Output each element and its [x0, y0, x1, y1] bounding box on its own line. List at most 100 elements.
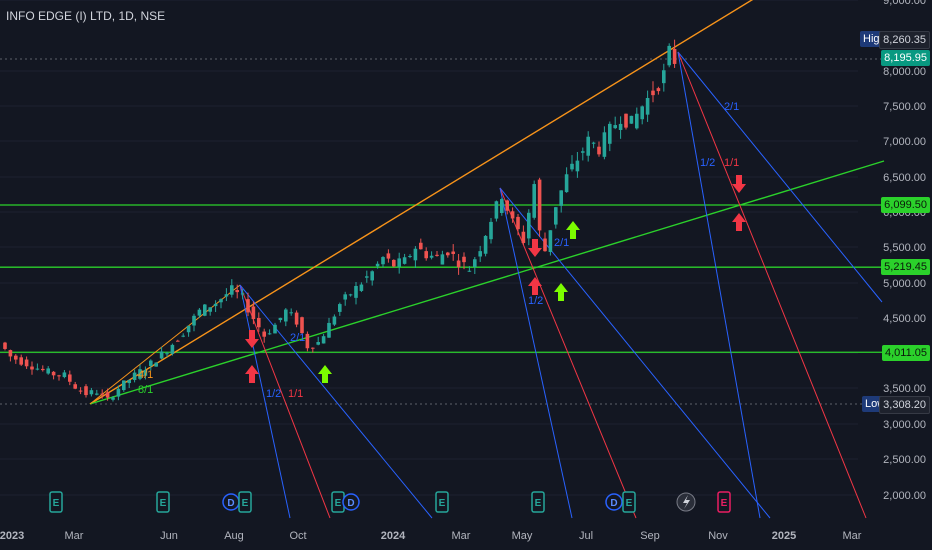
candle-body — [95, 393, 99, 395]
split-marker[interactable] — [676, 492, 696, 512]
candle-body — [635, 113, 639, 129]
candle-body — [35, 368, 40, 370]
candle-body — [446, 252, 450, 256]
candle-body — [327, 322, 331, 338]
fan-label: 2/1 — [724, 101, 739, 113]
candle-body — [84, 386, 88, 396]
candle-body — [381, 257, 385, 265]
lightning-glyph — [683, 495, 690, 509]
candle-body — [602, 132, 607, 157]
event-marker-earnings[interactable]: E — [238, 491, 252, 513]
price-axis[interactable]: 2,000.002,500.003,000.003,500.004,000.00… — [883, 0, 926, 502]
candle-body — [224, 294, 229, 297]
candle-body — [143, 370, 148, 376]
fan-label: 1/2 — [266, 388, 281, 400]
event-marker-earnings[interactable]: E — [622, 491, 636, 513]
signal-arrow-up — [732, 213, 746, 231]
y-tick-label: 4,500.00 — [883, 313, 926, 325]
event-marker-dividend[interactable]: D — [605, 493, 623, 511]
x-tick-label: Jul — [579, 530, 593, 542]
x-tick-label: May — [512, 530, 533, 542]
event-marker-earnings[interactable]: E — [156, 491, 170, 513]
candle-body — [370, 271, 374, 281]
candle-body — [122, 380, 126, 391]
fan-ray-1-2[interactable] — [499, 187, 573, 519]
fan-ray-1-1[interactable] — [499, 187, 637, 519]
event-marker-letter: E — [53, 498, 60, 509]
candle-body — [354, 285, 358, 298]
candle-body — [46, 368, 50, 374]
fan-ray-2-1[interactable] — [677, 51, 867, 519]
fan-label: 1/2 — [700, 157, 715, 169]
candle-body — [116, 388, 121, 397]
dividend-icon — [605, 493, 623, 511]
candle-body — [359, 284, 364, 291]
candle-body — [311, 347, 315, 349]
candle-body — [505, 200, 509, 211]
event-marker-earnings[interactable]: E — [435, 491, 449, 513]
event-marker-letter: E — [626, 498, 633, 509]
candle-body — [564, 174, 569, 193]
event-marker-dividend[interactable]: D — [222, 493, 240, 511]
candle-body — [208, 307, 212, 312]
x-tick-label: 2025 — [772, 530, 796, 542]
candle-body — [89, 390, 94, 395]
candle-body — [645, 97, 650, 115]
candles — [3, 39, 677, 402]
x-tick-label: Mar — [452, 530, 471, 542]
candle-body — [413, 248, 418, 261]
candle-body — [467, 270, 472, 272]
event-marker-earnings[interactable]: E — [49, 491, 63, 513]
x-tick-label: Jun — [160, 530, 178, 542]
fan-ray-0-1[interactable] — [239, 284, 331, 519]
event-marker-letter: E — [721, 498, 728, 509]
horizontal-levels[interactable] — [0, 58, 884, 405]
earnings-icon — [156, 491, 170, 513]
dividend-icon — [342, 493, 360, 511]
candle-body — [235, 290, 239, 293]
candle-body — [451, 251, 455, 254]
level-tag-1: 6,099.50 — [881, 197, 930, 213]
fan-ray-0-2[interactable] — [239, 284, 291, 519]
signal-arrow-up — [554, 283, 568, 301]
fan-label: 8/1 — [138, 384, 153, 396]
candle-body — [548, 230, 553, 253]
event-marker-earnings[interactable]: E — [717, 491, 731, 513]
level-tag-2: 5,219.45 — [881, 259, 930, 275]
y-tick-label: 6,500.00 — [883, 172, 926, 184]
x-tick-label: 2024 — [381, 530, 406, 542]
y-tick-label: 5,500.00 — [883, 242, 926, 254]
candle-body — [62, 372, 67, 378]
y-tick-label: 3,500.00 — [883, 383, 926, 395]
high-value: 8,260.35 — [879, 31, 930, 49]
low-value: 3,308.20 — [879, 396, 930, 414]
candle-body — [672, 48, 677, 64]
symbol-title[interactable]: INFO EDGE (I) LTD, 1D, NSE — [6, 9, 166, 23]
candle-body — [41, 368, 45, 371]
candle-body — [8, 350, 13, 357]
event-marker-earnings[interactable]: E — [531, 491, 545, 513]
candle-body — [267, 333, 272, 335]
candle-body — [456, 260, 461, 268]
event-marker-dividend[interactable]: D — [342, 493, 360, 511]
fan-ray-2-2[interactable] — [677, 51, 761, 519]
fan-ray-2-0[interactable] — [677, 51, 883, 303]
candle-body — [365, 276, 369, 278]
trend-line-orange[interactable] — [89, 0, 760, 405]
candle-body — [219, 299, 223, 303]
time-axis[interactable]: 2023 Mar Jun Aug Oct 2024 Mar May Jul Sep Nov 2025 M… — [0, 530, 862, 542]
trend-line-green[interactable] — [89, 160, 885, 405]
candle-body — [230, 285, 234, 295]
candle-body — [273, 324, 277, 334]
fan-ray-0-0[interactable] — [239, 284, 433, 519]
candle-body — [570, 163, 574, 170]
candle-body — [57, 375, 61, 377]
fan-label: 1/1 — [288, 388, 303, 400]
candle-body — [537, 179, 542, 231]
candle-body — [149, 360, 153, 366]
event-marker-earnings[interactable]: E — [331, 491, 345, 513]
earnings-icon — [238, 491, 252, 513]
candle-body — [284, 309, 288, 322]
